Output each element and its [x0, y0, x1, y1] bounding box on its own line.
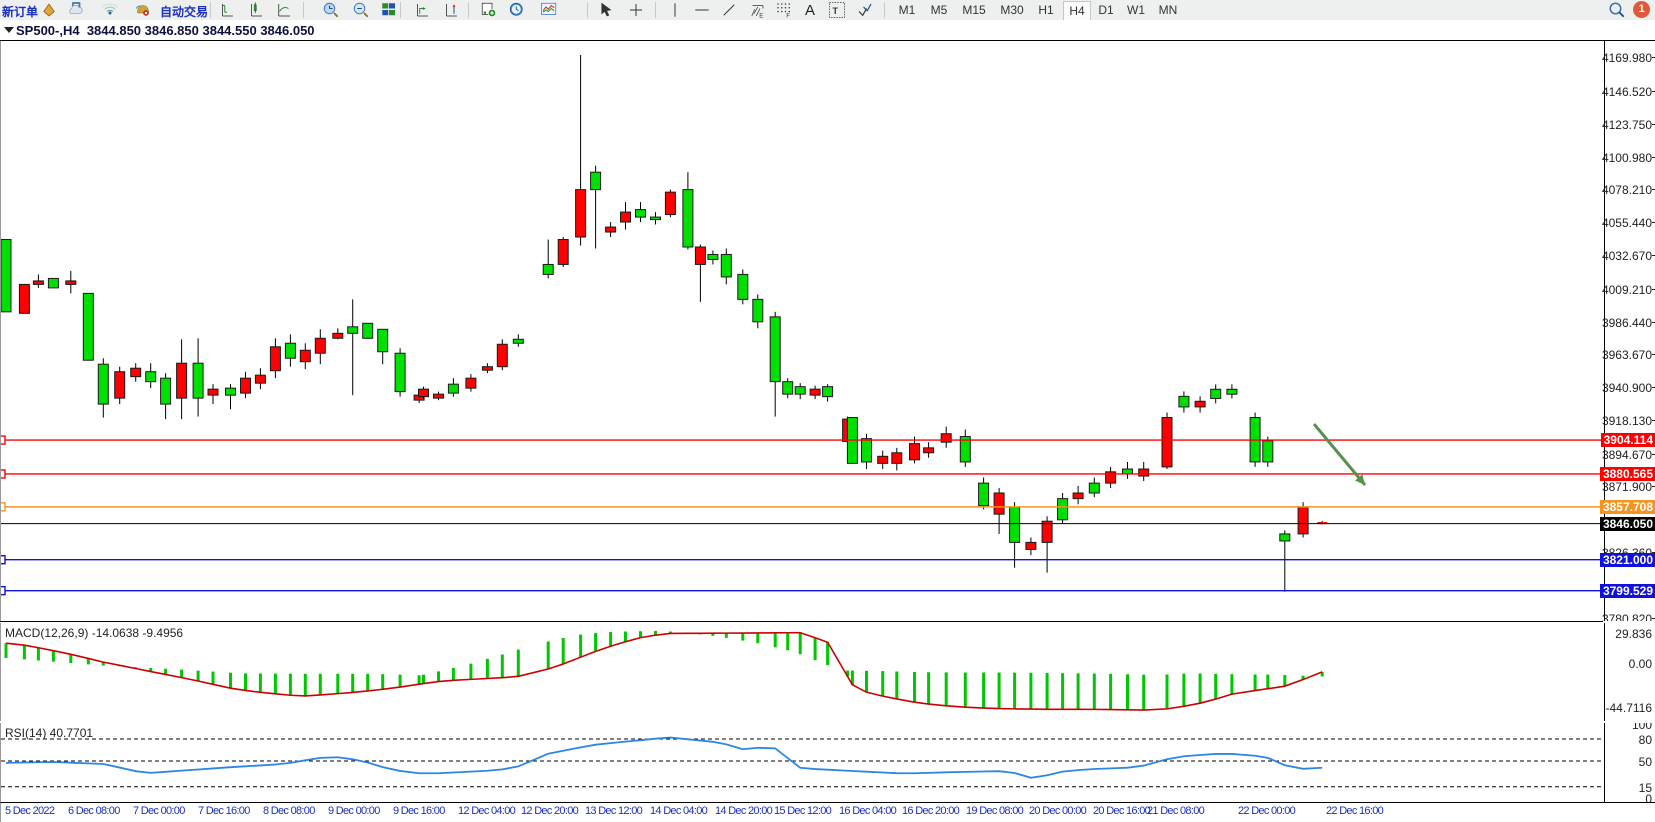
svg-text:F: F: [786, 14, 790, 19]
svg-text:T: T: [833, 6, 839, 16]
svg-text:E: E: [759, 14, 763, 19]
